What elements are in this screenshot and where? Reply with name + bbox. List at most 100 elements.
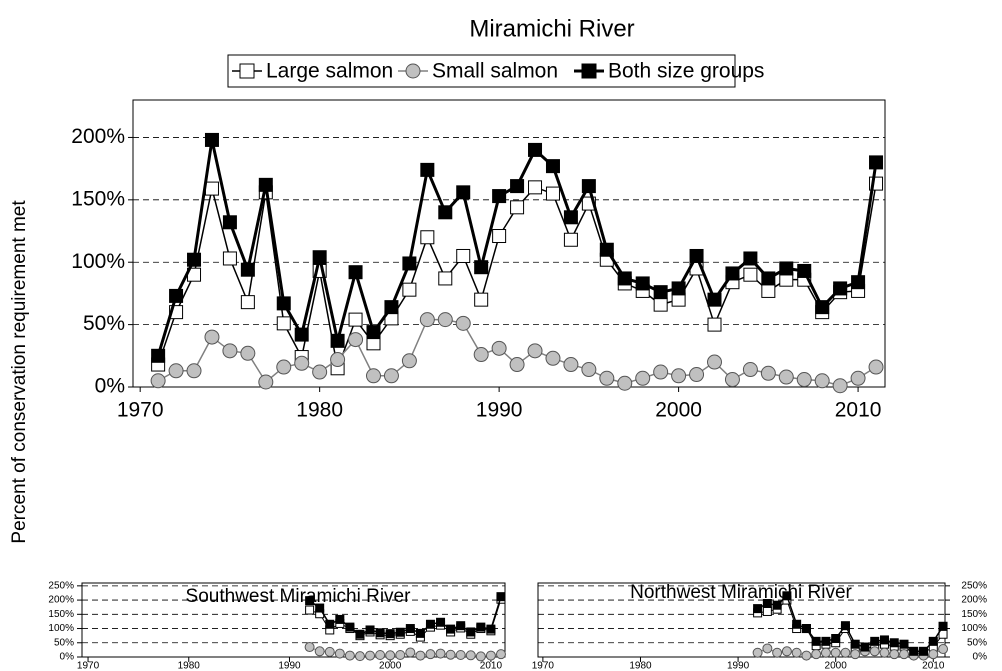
data-point bbox=[743, 251, 758, 266]
data-point bbox=[797, 263, 812, 278]
data-point bbox=[724, 372, 740, 388]
data-point bbox=[496, 592, 506, 602]
data-point bbox=[415, 628, 425, 638]
data-point bbox=[435, 648, 446, 659]
data-point bbox=[486, 624, 496, 634]
data-point bbox=[325, 619, 335, 629]
data-point bbox=[617, 271, 632, 286]
data-point bbox=[762, 606, 772, 616]
data-point bbox=[761, 283, 776, 298]
legend-marker bbox=[405, 63, 421, 79]
data-point bbox=[869, 155, 884, 170]
x-tick-label: 1970 bbox=[117, 399, 164, 422]
data-point bbox=[324, 646, 335, 657]
data-point bbox=[725, 266, 740, 281]
data-point bbox=[366, 325, 381, 340]
data-point bbox=[345, 622, 355, 632]
data-point bbox=[258, 177, 273, 192]
data-point bbox=[778, 369, 794, 385]
x-tick-label: 1970 bbox=[77, 661, 100, 671]
data-point bbox=[545, 186, 560, 201]
data-point bbox=[466, 627, 476, 637]
y-tick-label: 100% bbox=[48, 623, 74, 634]
data-point bbox=[456, 621, 466, 631]
x-tick-label: 2010 bbox=[835, 399, 882, 422]
data-point bbox=[928, 636, 938, 646]
data-point bbox=[919, 646, 929, 656]
data-point bbox=[436, 617, 446, 627]
data-point bbox=[830, 647, 841, 658]
x-tick-label: 2000 bbox=[825, 661, 848, 671]
data-point bbox=[304, 642, 315, 653]
data-point bbox=[833, 281, 848, 296]
data-point bbox=[240, 345, 256, 361]
data-point bbox=[801, 624, 811, 634]
legend-label: Both size groups bbox=[608, 60, 764, 83]
data-point bbox=[707, 292, 722, 307]
data-point bbox=[473, 347, 489, 363]
x-tick-label: 2010 bbox=[480, 661, 503, 671]
y-tick-label: 150% bbox=[71, 187, 125, 210]
data-point bbox=[870, 636, 880, 646]
data-point bbox=[258, 374, 274, 390]
data-point bbox=[485, 650, 496, 661]
legend-box bbox=[227, 54, 736, 88]
x-tick-label: 1980 bbox=[178, 661, 201, 671]
data-point bbox=[743, 267, 758, 282]
data-point bbox=[860, 642, 870, 652]
data-point bbox=[348, 265, 363, 280]
x-tick-label: 1990 bbox=[278, 661, 301, 671]
data-point bbox=[938, 621, 948, 631]
data-point bbox=[455, 650, 466, 661]
data-point bbox=[563, 210, 578, 225]
y-tick-label: 150% bbox=[961, 609, 987, 620]
data-point bbox=[671, 281, 686, 296]
y-tick-label: 250% bbox=[961, 580, 987, 591]
data-point bbox=[385, 650, 396, 661]
data-point bbox=[294, 327, 309, 342]
x-tick-label: 1990 bbox=[476, 399, 523, 422]
legend-label: Large salmon bbox=[266, 60, 393, 83]
data-point bbox=[455, 315, 471, 331]
data-point bbox=[475, 651, 486, 662]
data-point bbox=[419, 312, 435, 328]
data-point bbox=[801, 650, 812, 661]
data-point bbox=[305, 605, 315, 615]
data-point bbox=[635, 370, 651, 386]
data-point bbox=[365, 368, 381, 384]
data-point bbox=[222, 251, 237, 266]
chart-title: Southwest Miramichi River bbox=[186, 586, 412, 607]
data-point bbox=[879, 647, 890, 658]
data-point bbox=[899, 649, 910, 660]
data-point bbox=[150, 373, 166, 389]
data-point bbox=[781, 646, 792, 657]
data-point bbox=[169, 288, 184, 303]
data-point bbox=[312, 364, 328, 380]
series-line bbox=[757, 599, 944, 655]
data-point bbox=[305, 596, 315, 606]
data-point bbox=[599, 370, 615, 386]
data-point bbox=[840, 647, 851, 658]
data-point bbox=[527, 343, 543, 359]
data-point bbox=[402, 256, 417, 271]
data-point bbox=[653, 297, 668, 312]
data-point bbox=[509, 357, 525, 373]
data-point bbox=[222, 215, 237, 230]
data-point bbox=[671, 368, 687, 384]
data-point bbox=[752, 647, 763, 658]
data-point bbox=[276, 359, 292, 375]
data-point bbox=[815, 300, 830, 315]
y-tick-label: 100% bbox=[71, 250, 125, 273]
data-point bbox=[456, 185, 471, 200]
data-point bbox=[753, 604, 763, 614]
data-point bbox=[401, 353, 417, 369]
data-point bbox=[653, 364, 669, 380]
y-tick-label: 200% bbox=[961, 595, 987, 606]
data-point bbox=[850, 649, 861, 660]
x-tick-label: 2000 bbox=[655, 399, 702, 422]
data-point bbox=[772, 647, 783, 658]
data-point bbox=[868, 359, 884, 375]
data-point bbox=[821, 636, 831, 646]
data-point bbox=[204, 181, 219, 196]
